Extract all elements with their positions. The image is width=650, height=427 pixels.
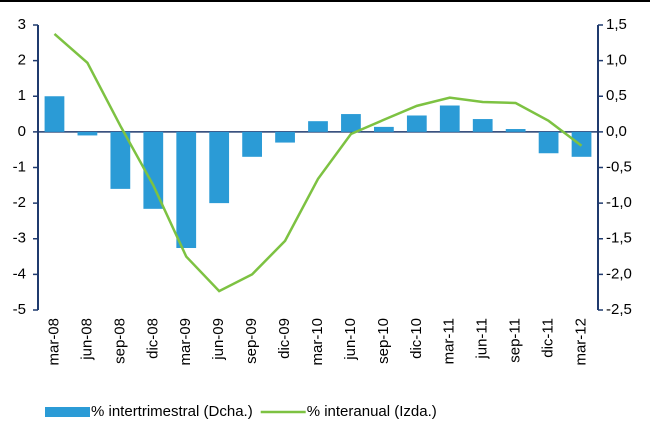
y-tick-label: -2 bbox=[13, 194, 26, 211]
bar bbox=[44, 96, 65, 132]
y-tick-label: 2 bbox=[18, 52, 26, 69]
y-tick-label: -3 bbox=[13, 230, 26, 247]
bar bbox=[242, 131, 262, 157]
legend-label: % intertrimestral (Dcha.) bbox=[91, 403, 253, 420]
y2-tick-label: -0,5 bbox=[606, 158, 632, 175]
x-tick-label: sep-09 bbox=[243, 318, 260, 364]
y2-tick-label: 1,5 bbox=[606, 16, 627, 33]
legend-swatch bbox=[45, 407, 90, 417]
line bbox=[53, 32, 583, 293]
legend-label: % interanual (Izda.) bbox=[307, 403, 437, 420]
y2-tick-label: -1,0 bbox=[606, 194, 632, 211]
bar bbox=[209, 131, 230, 204]
x-tick-label: jun-09 bbox=[210, 318, 227, 361]
x-tick-label: dic-11 bbox=[540, 318, 557, 358]
x-tick-label: mar-11 bbox=[441, 318, 458, 364]
x-tick-label: sep-10 bbox=[375, 318, 392, 364]
bar bbox=[308, 121, 328, 132]
x-tick-label: sep-11 bbox=[507, 318, 524, 363]
bar bbox=[505, 129, 526, 132]
y-tick-label: -4 bbox=[13, 265, 26, 282]
y2-tick-label: -2,5 bbox=[606, 301, 632, 318]
y-tick-label: 1 bbox=[18, 87, 26, 104]
bar bbox=[176, 131, 197, 249]
x-tick-label: dic-08 bbox=[144, 318, 161, 359]
bar bbox=[110, 131, 131, 189]
y2-tick-label: 0,0 bbox=[606, 123, 627, 140]
bar bbox=[406, 115, 427, 132]
bar bbox=[538, 131, 559, 154]
x-tick-label: jun-10 bbox=[342, 318, 359, 361]
y2-tick-label: 0,5 bbox=[606, 87, 627, 104]
bar bbox=[275, 131, 295, 143]
x-tick-label: jun-11 bbox=[474, 318, 491, 360]
x-tick-label: mar-08 bbox=[45, 318, 62, 366]
x-tick-label: sep-08 bbox=[111, 318, 128, 364]
x-tick-label: dic-09 bbox=[276, 318, 293, 359]
bar bbox=[374, 126, 394, 132]
bar bbox=[439, 105, 460, 132]
bar bbox=[472, 119, 493, 132]
x-tick-label: dic-10 bbox=[408, 318, 425, 359]
y-tick-label: 0 bbox=[18, 123, 26, 140]
bar bbox=[77, 131, 98, 136]
x-tick-label: mar-10 bbox=[309, 318, 326, 366]
y2-tick-label: -2,0 bbox=[606, 265, 632, 282]
y2-tick-label: -1,5 bbox=[606, 230, 632, 247]
y-tick-label: -5 bbox=[13, 301, 26, 318]
x-tick-label: mar-12 bbox=[572, 318, 589, 366]
y-tick-label: 3 bbox=[18, 16, 26, 33]
bar bbox=[143, 131, 164, 209]
bar bbox=[341, 114, 361, 132]
x-tick-label: jun-08 bbox=[78, 318, 95, 361]
y-tick-label: -1 bbox=[13, 158, 26, 175]
x-tick-label: mar-09 bbox=[177, 318, 194, 366]
y2-tick-label: 1,0 bbox=[606, 52, 627, 69]
